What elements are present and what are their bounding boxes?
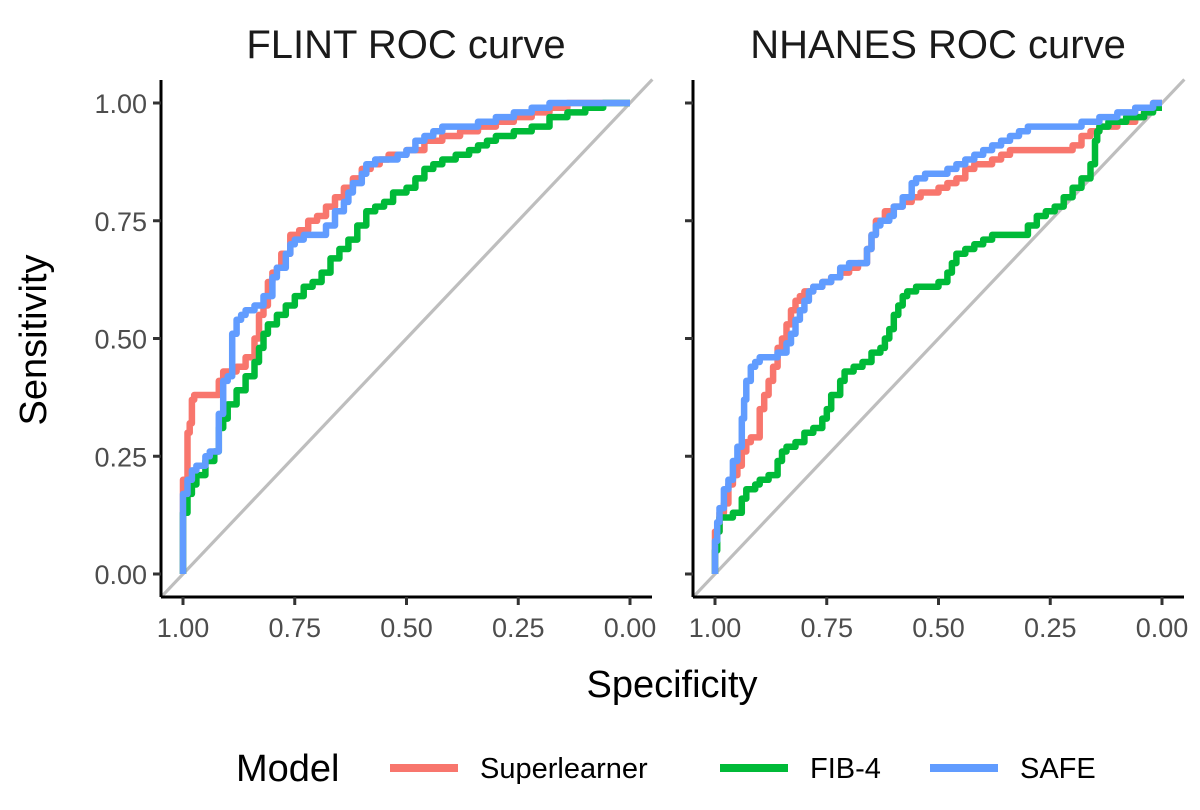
nhanes-roc-curve-x-tick-label: 0.50 <box>912 613 965 643</box>
legend-label-superlearner: Superlearner <box>480 753 648 785</box>
x-axis-title: Specificity <box>586 664 757 706</box>
flint-roc-curve-y-tick-label: 1.00 <box>94 89 147 119</box>
legend-label-safe: SAFE <box>1020 753 1096 785</box>
legend-item-safe: SAFE <box>930 753 1096 785</box>
plot-area-nhanes: 1.00 0.75 0.50 0.25 0.00 <box>685 78 1189 643</box>
nhanes-roc-curve-reference-diagonal <box>691 78 1186 599</box>
flint-roc-curve-x-tick-label: 1.00 <box>157 613 210 643</box>
flint-roc-curve-y-tick-label: 0.25 <box>94 442 147 472</box>
nhanes-roc-curve-x-tick-label: 0.00 <box>1136 613 1189 643</box>
legend-title: Model <box>236 748 340 790</box>
legend-item-fib-4: FIB-4 <box>720 753 881 785</box>
flint-roc-curve-x-tick-label: 0.50 <box>380 613 433 643</box>
flint-roc-curve-reference-diagonal <box>159 78 654 599</box>
flint-roc-curve-series-safe <box>179 99 630 574</box>
flint-roc-curve-y-tick-label: 0.75 <box>94 207 147 237</box>
flint-roc-curve-y-tick-label: 0.50 <box>94 325 147 355</box>
panel-title-nhanes: NHANES ROC curve <box>750 23 1126 67</box>
flint-roc-curve-series-fib-4 <box>179 99 630 574</box>
nhanes-roc-curve-x-tick-label: 1.00 <box>689 613 742 643</box>
nhanes-roc-curve-x-tick-label: 0.25 <box>1024 613 1077 643</box>
legend: Model Superlearner FIB-4 SAFE <box>236 748 1096 790</box>
nhanes-roc-curve-x-tick-label: 0.75 <box>800 613 853 643</box>
legend-item-superlearner: Superlearner <box>390 753 648 785</box>
flint-roc-curve-x-tick-label: 0.75 <box>268 613 321 643</box>
y-axis-title: Sensitivity <box>13 254 55 425</box>
nhanes-roc-curve-series-safe <box>711 99 1162 574</box>
flint-roc-curve-y-tick-label: 0.00 <box>94 560 147 590</box>
flint-roc-curve-series-superlearner <box>179 99 630 574</box>
panel-nhanes: NHANES ROC curve 1.00 0.75 0.50 0.25 0.00 <box>685 23 1188 643</box>
nhanes-roc-curve-series-fib-4 <box>711 104 1162 574</box>
flint-roc-curve-x-tick-label: 0.25 <box>492 613 545 643</box>
plot-area-flint: 0.00 0.25 0.50 0.75 1.00 1.00 0.75 0.50 0.25 0.00 <box>94 78 657 643</box>
legend-items: Superlearner FIB-4 SAFE <box>390 753 1096 785</box>
panel-title-flint: FLINT ROC curve <box>246 23 565 67</box>
panel-flint: FLINT ROC curve 0.00 0.25 0.50 0.75 1.00 1.00… <box>94 23 656 643</box>
legend-label-fib-4: FIB-4 <box>810 753 881 785</box>
flint-roc-curve-x-tick-label: 0.00 <box>604 613 657 643</box>
